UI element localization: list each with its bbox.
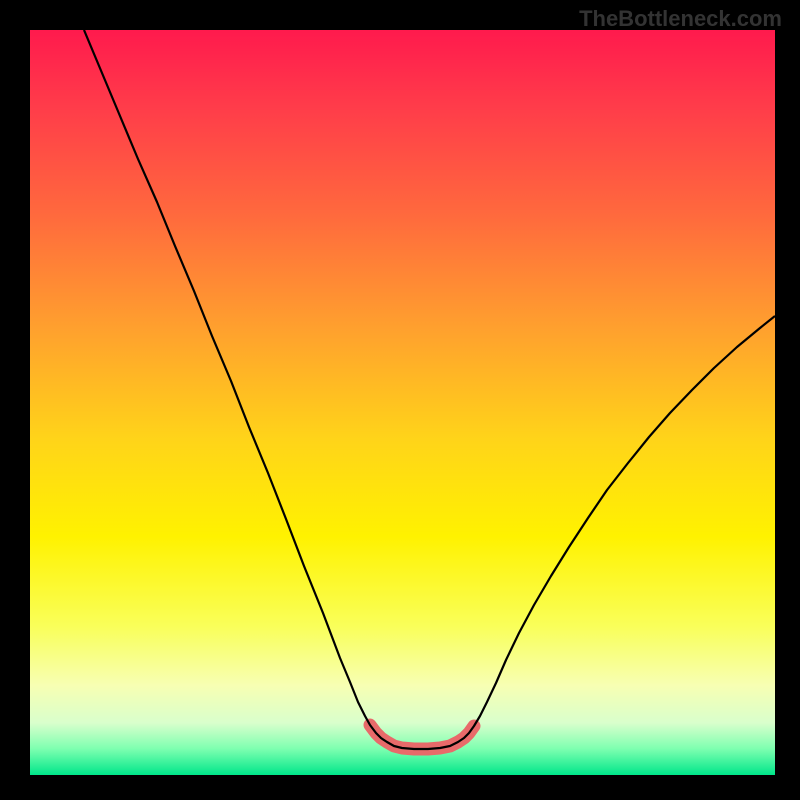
highlight-segment [370,725,474,749]
bottleneck-curve [84,30,775,749]
watermark-text: TheBottleneck.com [579,6,782,32]
plot-area [30,30,775,775]
bottleneck-chart [30,30,775,775]
